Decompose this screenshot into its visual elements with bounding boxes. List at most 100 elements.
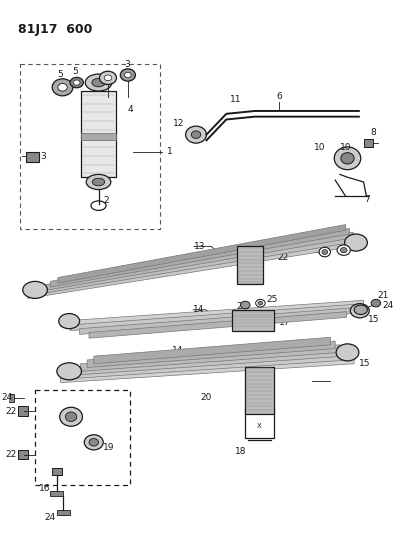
Text: 6: 6 <box>277 92 282 101</box>
Ellipse shape <box>65 412 77 422</box>
Text: 16: 16 <box>39 484 50 493</box>
Text: 4: 4 <box>128 104 134 114</box>
Text: 18: 18 <box>235 447 246 456</box>
Ellipse shape <box>59 313 80 329</box>
Ellipse shape <box>186 126 206 143</box>
Ellipse shape <box>52 79 73 96</box>
Ellipse shape <box>256 300 265 307</box>
Bar <box>35 390 130 485</box>
Text: 10: 10 <box>340 143 351 152</box>
Ellipse shape <box>91 201 106 211</box>
Text: 11: 11 <box>230 95 242 104</box>
Bar <box>80 133 117 140</box>
Ellipse shape <box>341 152 354 164</box>
Bar <box>18 406 28 416</box>
Ellipse shape <box>336 344 359 361</box>
Ellipse shape <box>319 247 331 257</box>
Text: 81J17  600: 81J17 600 <box>18 23 93 36</box>
Bar <box>82 91 115 177</box>
Text: 5: 5 <box>72 67 78 76</box>
Polygon shape <box>80 345 340 372</box>
Bar <box>18 450 28 459</box>
Ellipse shape <box>84 435 103 450</box>
Text: 22: 22 <box>5 407 16 416</box>
Polygon shape <box>61 300 364 327</box>
Text: 24: 24 <box>383 301 394 310</box>
Ellipse shape <box>73 80 80 85</box>
Ellipse shape <box>85 74 112 91</box>
Ellipse shape <box>58 84 67 91</box>
Ellipse shape <box>191 131 201 139</box>
Bar <box>52 468 61 475</box>
Ellipse shape <box>337 245 350 255</box>
Text: 5: 5 <box>57 69 63 78</box>
Polygon shape <box>67 352 349 379</box>
Bar <box>50 490 63 496</box>
Polygon shape <box>74 349 345 375</box>
Ellipse shape <box>60 407 82 426</box>
Text: 8: 8 <box>370 128 376 137</box>
Ellipse shape <box>104 75 112 80</box>
Ellipse shape <box>89 439 98 446</box>
Bar <box>26 152 39 162</box>
Polygon shape <box>50 228 349 287</box>
Text: X: X <box>257 423 262 429</box>
Text: 20: 20 <box>201 393 212 402</box>
Text: 2: 2 <box>103 196 109 205</box>
Ellipse shape <box>345 234 367 251</box>
Text: 3: 3 <box>41 152 46 161</box>
Polygon shape <box>35 236 357 295</box>
Bar <box>7 394 14 401</box>
Text: 22: 22 <box>277 253 289 262</box>
Text: 14: 14 <box>193 305 204 314</box>
Ellipse shape <box>340 247 347 253</box>
Ellipse shape <box>125 72 131 78</box>
Bar <box>232 310 274 330</box>
Polygon shape <box>28 240 361 298</box>
Ellipse shape <box>334 147 361 169</box>
Ellipse shape <box>86 174 111 190</box>
Ellipse shape <box>57 363 82 380</box>
Polygon shape <box>43 232 353 291</box>
Polygon shape <box>87 341 335 368</box>
Text: 25: 25 <box>266 295 277 304</box>
Ellipse shape <box>120 69 136 81</box>
Ellipse shape <box>92 178 105 186</box>
Text: 3: 3 <box>124 60 130 69</box>
Bar <box>20 63 160 229</box>
Polygon shape <box>61 356 354 383</box>
Text: 17: 17 <box>279 318 291 327</box>
Polygon shape <box>80 308 352 334</box>
Text: 26: 26 <box>237 302 248 311</box>
Polygon shape <box>58 224 346 283</box>
Ellipse shape <box>240 301 250 309</box>
Ellipse shape <box>322 249 328 254</box>
Ellipse shape <box>350 304 369 318</box>
Ellipse shape <box>92 78 105 87</box>
Text: 24: 24 <box>1 393 12 402</box>
Bar <box>237 246 263 284</box>
Text: 24: 24 <box>45 513 56 522</box>
Text: 23: 23 <box>352 241 364 250</box>
Text: 1: 1 <box>167 147 173 156</box>
Ellipse shape <box>70 77 84 88</box>
Ellipse shape <box>371 300 381 307</box>
Text: 15: 15 <box>359 359 370 368</box>
Bar <box>57 510 70 515</box>
Ellipse shape <box>99 71 117 84</box>
Text: 13: 13 <box>194 242 206 251</box>
Text: 7: 7 <box>364 195 370 204</box>
Text: 14: 14 <box>172 346 184 355</box>
Text: 15: 15 <box>368 315 380 324</box>
Polygon shape <box>70 304 358 330</box>
Text: 22: 22 <box>5 450 16 459</box>
Text: 10: 10 <box>314 143 326 152</box>
Text: 19: 19 <box>103 442 115 451</box>
Ellipse shape <box>258 301 263 305</box>
Bar <box>245 367 274 414</box>
Text: 21: 21 <box>378 291 389 300</box>
Text: 12: 12 <box>173 119 185 128</box>
Ellipse shape <box>354 305 367 314</box>
Polygon shape <box>94 337 331 364</box>
Ellipse shape <box>23 281 47 298</box>
